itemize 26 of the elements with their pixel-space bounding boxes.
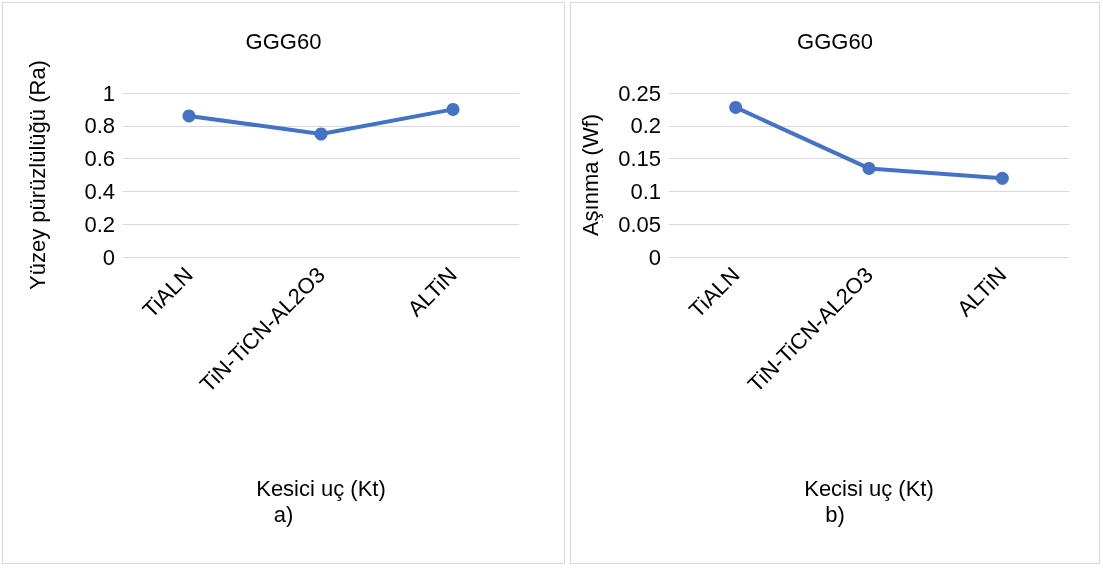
y-tick-label: 0 <box>102 244 115 270</box>
point <box>862 161 876 175</box>
point <box>182 109 196 123</box>
y-tick-label: 0.4 <box>84 178 115 204</box>
y-tick-label: 0.2 <box>630 113 661 139</box>
text: b) <box>825 501 845 527</box>
text: a) <box>273 501 294 527</box>
y-tick-label: 0.15 <box>618 146 661 172</box>
chart-title: GGG60 <box>245 28 322 54</box>
y-tick-label: 0.1 <box>630 178 661 204</box>
chart-title: GGG60 <box>797 28 873 54</box>
y-axis-title: Yüzey pürüzlülüğü (Ra) <box>24 60 50 290</box>
y-tick-label: 0.25 <box>618 80 661 106</box>
y-tick-label: 1 <box>102 80 115 106</box>
point <box>446 102 460 116</box>
y-tick-label: 0.6 <box>84 146 115 172</box>
y-tick-label: 0.05 <box>618 211 661 237</box>
y-tick-label: 0 <box>648 244 661 270</box>
point <box>729 100 743 114</box>
x-axis-title: Kecisi uç (Kt) <box>804 475 934 501</box>
y-axis-title: Aşınma (Wf) <box>577 113 603 237</box>
x-axis-title: Kesici uç (Kt) <box>256 475 386 501</box>
y-tick-label: 0.8 <box>84 113 115 139</box>
point <box>995 171 1009 185</box>
point <box>314 127 328 141</box>
y-tick-label: 0.2 <box>84 211 115 237</box>
